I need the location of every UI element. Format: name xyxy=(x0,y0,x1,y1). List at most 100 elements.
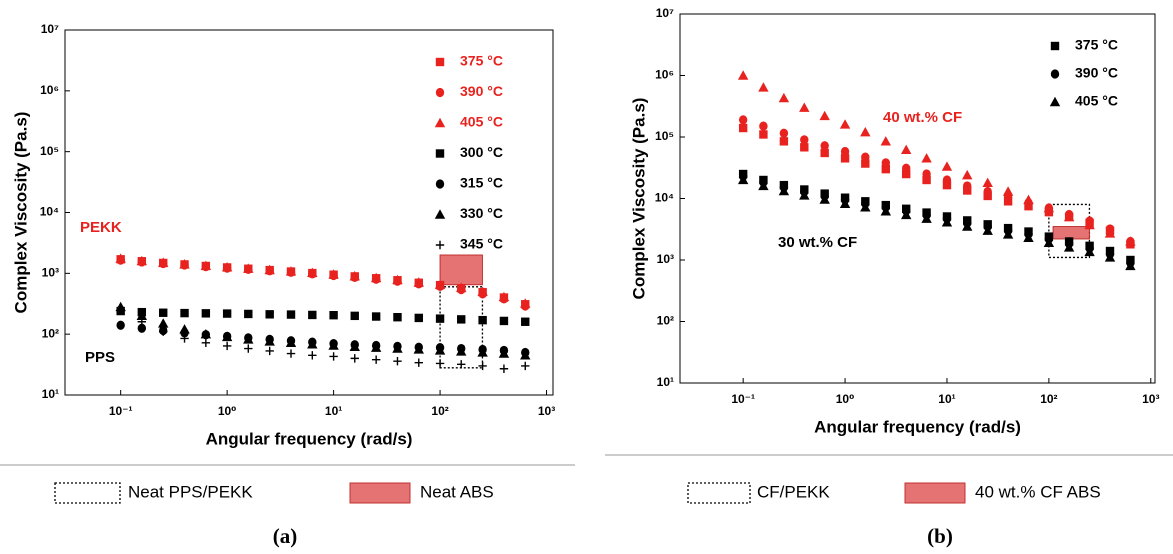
legend-label: 405 °C xyxy=(460,114,503,130)
y-tick-label: 10² xyxy=(657,314,674,328)
marker xyxy=(737,70,749,80)
marker xyxy=(434,345,446,355)
marker xyxy=(393,356,402,366)
marker xyxy=(180,308,189,318)
marker xyxy=(962,169,973,180)
marker xyxy=(738,115,748,125)
marker xyxy=(349,270,360,281)
marker xyxy=(1125,260,1136,271)
y-tick-label: 10² xyxy=(42,326,59,340)
legend-marker xyxy=(434,117,446,128)
marker xyxy=(285,266,297,276)
marker xyxy=(499,364,509,373)
marker xyxy=(456,346,467,356)
marker xyxy=(477,286,488,296)
marker xyxy=(116,320,125,330)
marker xyxy=(819,194,830,204)
legend-marker xyxy=(435,179,445,189)
marker xyxy=(819,110,830,121)
marker xyxy=(820,148,829,158)
x-axis-title: Angular frequency (rad/s) xyxy=(814,417,1021,436)
marker xyxy=(1104,228,1116,238)
y-tick-label: 10⁵ xyxy=(655,129,674,143)
x-tick-label: 10¹ xyxy=(938,392,955,406)
marker xyxy=(201,309,211,318)
legend-label: 390 °C xyxy=(1075,65,1118,81)
legend-marker xyxy=(435,87,445,98)
marker xyxy=(759,130,768,139)
marker xyxy=(881,158,890,168)
marker xyxy=(962,221,973,231)
marker xyxy=(840,154,850,163)
marker xyxy=(982,177,993,188)
marker xyxy=(286,349,296,358)
marker xyxy=(799,190,810,200)
marker xyxy=(222,309,232,318)
y-tick-label: 10³ xyxy=(657,252,674,266)
x-tick-label: 10² xyxy=(431,404,448,418)
marker xyxy=(478,361,487,371)
marker xyxy=(200,328,212,339)
marker xyxy=(221,331,233,342)
marker xyxy=(800,143,809,152)
marker xyxy=(1063,211,1075,222)
legend-marker xyxy=(435,57,445,67)
legend-label: 390 °C xyxy=(460,83,503,99)
marker xyxy=(244,309,253,319)
marker xyxy=(1002,229,1014,239)
marker xyxy=(329,311,338,320)
marker xyxy=(521,361,530,371)
legend-marker xyxy=(1050,41,1060,51)
legend-swatch xyxy=(54,482,121,504)
marker xyxy=(758,82,769,92)
x-tick-label: 10⁻¹ xyxy=(731,392,755,406)
marker xyxy=(1084,246,1095,257)
legend-swatch xyxy=(687,482,751,504)
y-tick-label: 10⁶ xyxy=(40,83,59,97)
marker xyxy=(435,314,445,323)
marker xyxy=(201,338,211,348)
marker xyxy=(860,202,871,212)
marker xyxy=(413,344,424,354)
marker xyxy=(921,153,932,163)
marker xyxy=(942,180,952,190)
marker xyxy=(520,298,531,308)
marker xyxy=(285,337,297,348)
marker xyxy=(778,185,790,196)
region xyxy=(1048,203,1091,259)
marker xyxy=(982,225,993,235)
marker xyxy=(521,317,530,326)
marker xyxy=(1084,219,1095,230)
marker xyxy=(200,260,212,270)
marker xyxy=(392,343,403,353)
legend-label: Neat PPS/PEKK xyxy=(128,482,253,501)
marker xyxy=(328,340,339,350)
marker xyxy=(116,305,125,315)
marker xyxy=(179,324,190,334)
marker xyxy=(307,267,318,278)
marker xyxy=(900,209,912,220)
marker xyxy=(922,169,931,179)
marker xyxy=(839,119,851,129)
marker xyxy=(861,159,870,168)
marker xyxy=(350,311,359,321)
marker xyxy=(922,175,931,185)
marker xyxy=(738,123,748,133)
marker xyxy=(1043,237,1055,248)
marker xyxy=(371,355,381,364)
marker xyxy=(1002,186,1014,196)
y-tick-label: 10³ xyxy=(42,266,59,280)
legend-label: 315 °C xyxy=(460,175,503,191)
legend-swatch xyxy=(904,482,966,504)
marker xyxy=(115,253,126,263)
marker xyxy=(308,310,317,320)
legend-label: Neat ABS xyxy=(420,482,494,501)
marker xyxy=(758,180,769,191)
marker xyxy=(136,310,148,321)
marker xyxy=(941,217,953,227)
x-tick-label: 10³ xyxy=(1142,392,1159,406)
y-axis-title: Complex Viscosity (Pa.s) xyxy=(629,98,648,300)
marker xyxy=(779,137,789,146)
marker xyxy=(499,316,509,326)
